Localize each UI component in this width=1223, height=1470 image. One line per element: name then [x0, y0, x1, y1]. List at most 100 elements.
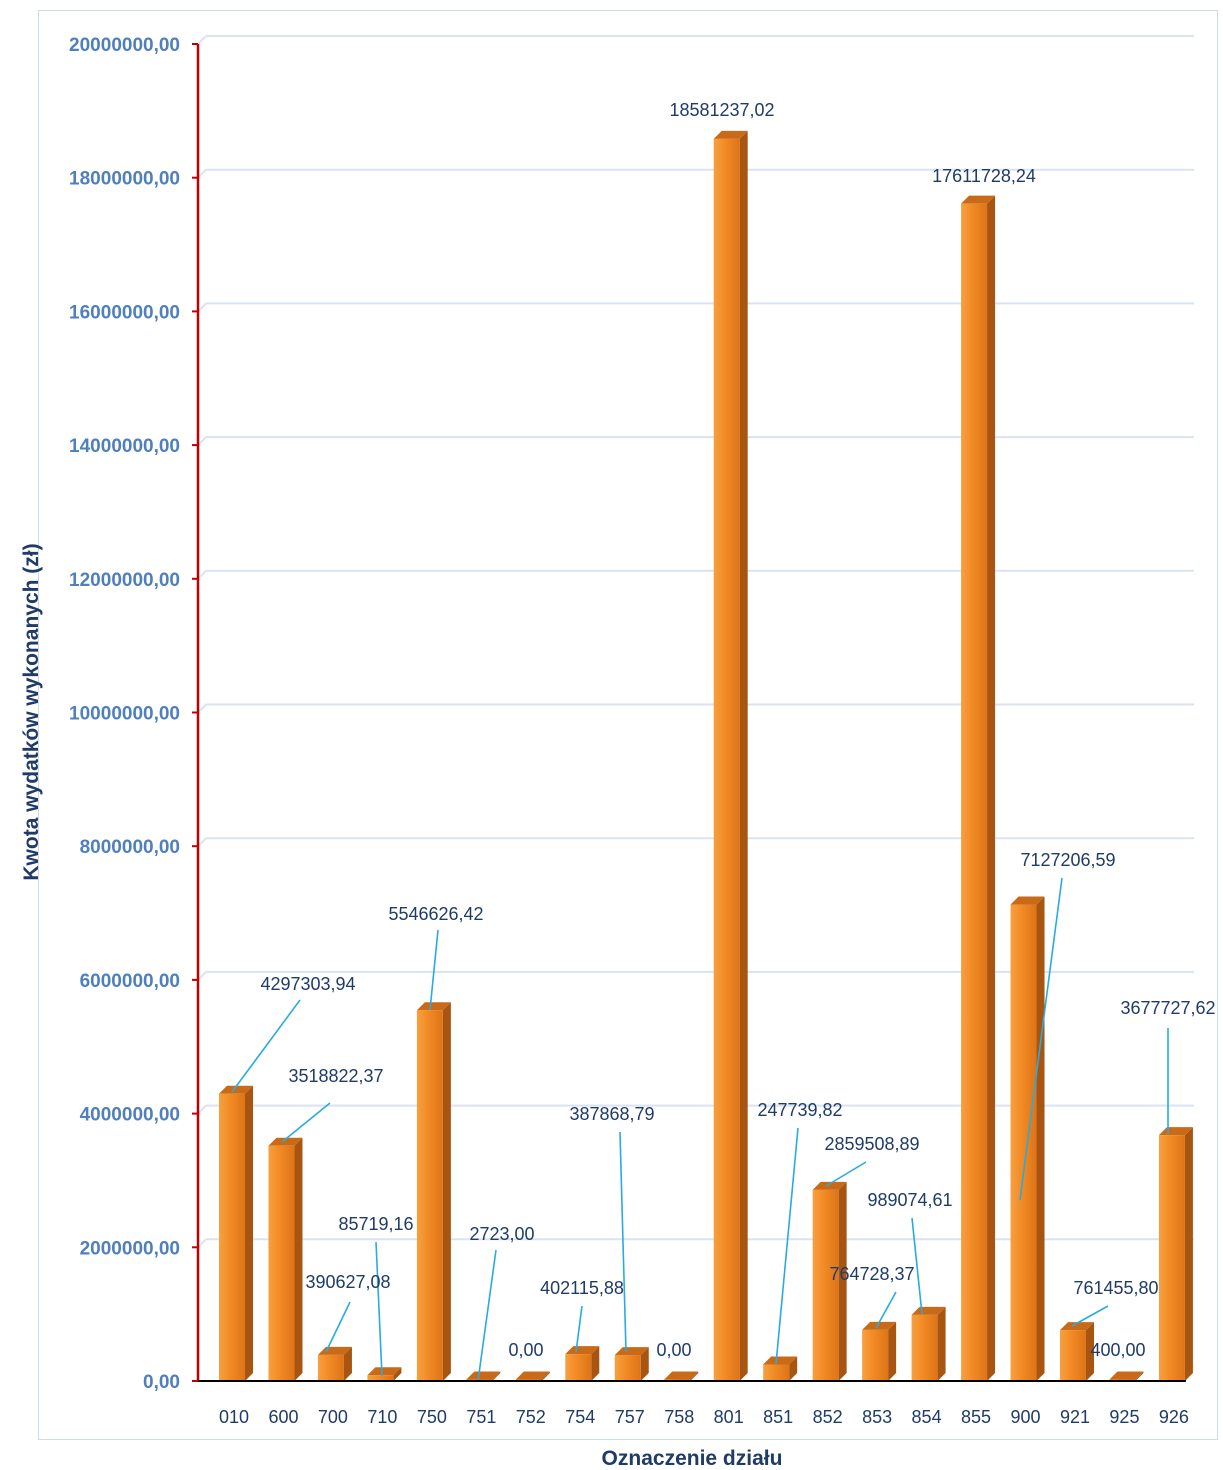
bar-front [268, 1145, 295, 1381]
bar-front [961, 203, 988, 1381]
y-axis-ticks: 0,00 2000000,00 4000000,00 6000000,00 800000… [69, 35, 198, 1393]
data-label: 400,00 [1090, 1340, 1145, 1360]
y-axis-title: Kwota wydatków wykonanych (zł) [20, 543, 43, 880]
gridline-depth [197, 971, 207, 981]
leader-line [825, 1161, 867, 1187]
data-label: 85719,16 [338, 1214, 413, 1234]
x-tick-label: 754 [565, 1407, 595, 1427]
bar-side [1135, 1371, 1144, 1381]
x-tick-label: 855 [961, 1407, 991, 1427]
bar-front [614, 1355, 641, 1381]
gridline-depth [197, 168, 207, 179]
x-tick-label: 854 [912, 1407, 942, 1427]
bar-side [1184, 1127, 1193, 1381]
bar-751 [466, 1371, 501, 1381]
x-tick-label: 851 [763, 1407, 793, 1427]
data-label: 2859508,89 [824, 1134, 919, 1154]
x-tick-label: 710 [367, 1407, 397, 1427]
bar-front [367, 1375, 394, 1381]
leader-line [911, 1217, 923, 1315]
data-label: 3677727,62 [1120, 998, 1215, 1018]
data-label: 0,00 [508, 1340, 543, 1360]
bar-852 [812, 1181, 847, 1381]
leader-line [1071, 1305, 1109, 1327]
y-tick-label: 2000000,00 [80, 1238, 180, 1259]
leader-line [875, 1291, 897, 1329]
data-label: 2723,00 [469, 1224, 534, 1244]
bar-side [838, 1181, 847, 1381]
bar-top [268, 1137, 303, 1146]
x-tick-label: 750 [417, 1407, 447, 1427]
bar-700 [317, 1346, 352, 1381]
leader-line [231, 999, 301, 1093]
leader-line [281, 1102, 331, 1143]
bar-side [888, 1321, 897, 1381]
bar-top [713, 130, 748, 139]
x-axis-ticks: 010 600 700 710 750 751 752 754 757 758 801 851 852 8… [219, 1407, 1189, 1427]
bar-front [763, 1364, 790, 1381]
x-tick-label: 921 [1060, 1407, 1090, 1427]
bar-side [937, 1306, 946, 1381]
bar-600 [268, 1137, 303, 1381]
y-tick-label: 12000000,00 [69, 570, 180, 591]
bars [219, 130, 1193, 1382]
x-tick-label: 758 [664, 1407, 694, 1427]
bar-side [739, 130, 748, 1382]
data-label: 17611728,24 [932, 166, 1036, 186]
x-tick-label: 751 [466, 1407, 496, 1427]
gridline-depth [197, 837, 207, 847]
leader-line [477, 1249, 497, 1382]
bar-front [1010, 904, 1037, 1381]
bar-801 [713, 130, 748, 1382]
data-label: 402115,88 [540, 1278, 624, 1298]
bar-top [219, 1085, 253, 1094]
leader-line [619, 1131, 627, 1353]
bar-front [1158, 1135, 1185, 1381]
chart-frame [38, 10, 1218, 1440]
leader-line [429, 929, 439, 1011]
bar-front [317, 1354, 344, 1381]
bar-754 [565, 1346, 600, 1381]
bar-side [987, 195, 996, 1381]
leader-line [1019, 877, 1063, 1201]
leader-line [575, 1305, 583, 1353]
bar-side [343, 1346, 352, 1381]
data-label: 18581237,02 [669, 100, 774, 120]
gridline-depth [197, 1238, 207, 1249]
y-tick-label: 6000000,00 [80, 971, 180, 992]
bar-front [565, 1354, 592, 1381]
leader-line [375, 1241, 383, 1377]
bar-front [713, 138, 740, 1382]
bar-front [219, 1093, 245, 1381]
bar-top [515, 1371, 550, 1380]
bar-side [492, 1371, 501, 1381]
bar-side [442, 1002, 451, 1381]
y-tick-label: 20000000,00 [69, 35, 180, 56]
bar-top [466, 1371, 501, 1380]
bar-top [1109, 1371, 1144, 1380]
x-tick-label: 010 [219, 1407, 249, 1427]
x-tick-label: 600 [268, 1407, 298, 1427]
data-label: 761455,80 [1073, 1278, 1158, 1298]
leader-line [775, 1127, 799, 1365]
data-label: 0,00 [656, 1340, 691, 1360]
gridline-depth [197, 35, 207, 45]
bar-top [614, 1347, 649, 1356]
x-tick-label: 801 [714, 1407, 744, 1427]
bar-710 [367, 1367, 402, 1381]
bar-750 [416, 1002, 451, 1381]
bar-853 [862, 1321, 897, 1381]
bar-front [812, 1189, 839, 1381]
bar-side [789, 1356, 798, 1381]
bar-side [541, 1371, 550, 1381]
x-tick-label: 926 [1159, 1407, 1189, 1427]
gridline-depth [197, 570, 207, 580]
data-label: 3518822,37 [288, 1066, 383, 1086]
bar-side [1036, 896, 1045, 1381]
bar-top [367, 1367, 402, 1376]
y-tick-label: 14000000,00 [69, 436, 180, 457]
data-label: 989074,61 [867, 1190, 952, 1210]
bar-top [416, 1002, 451, 1011]
bar-top [862, 1321, 897, 1330]
